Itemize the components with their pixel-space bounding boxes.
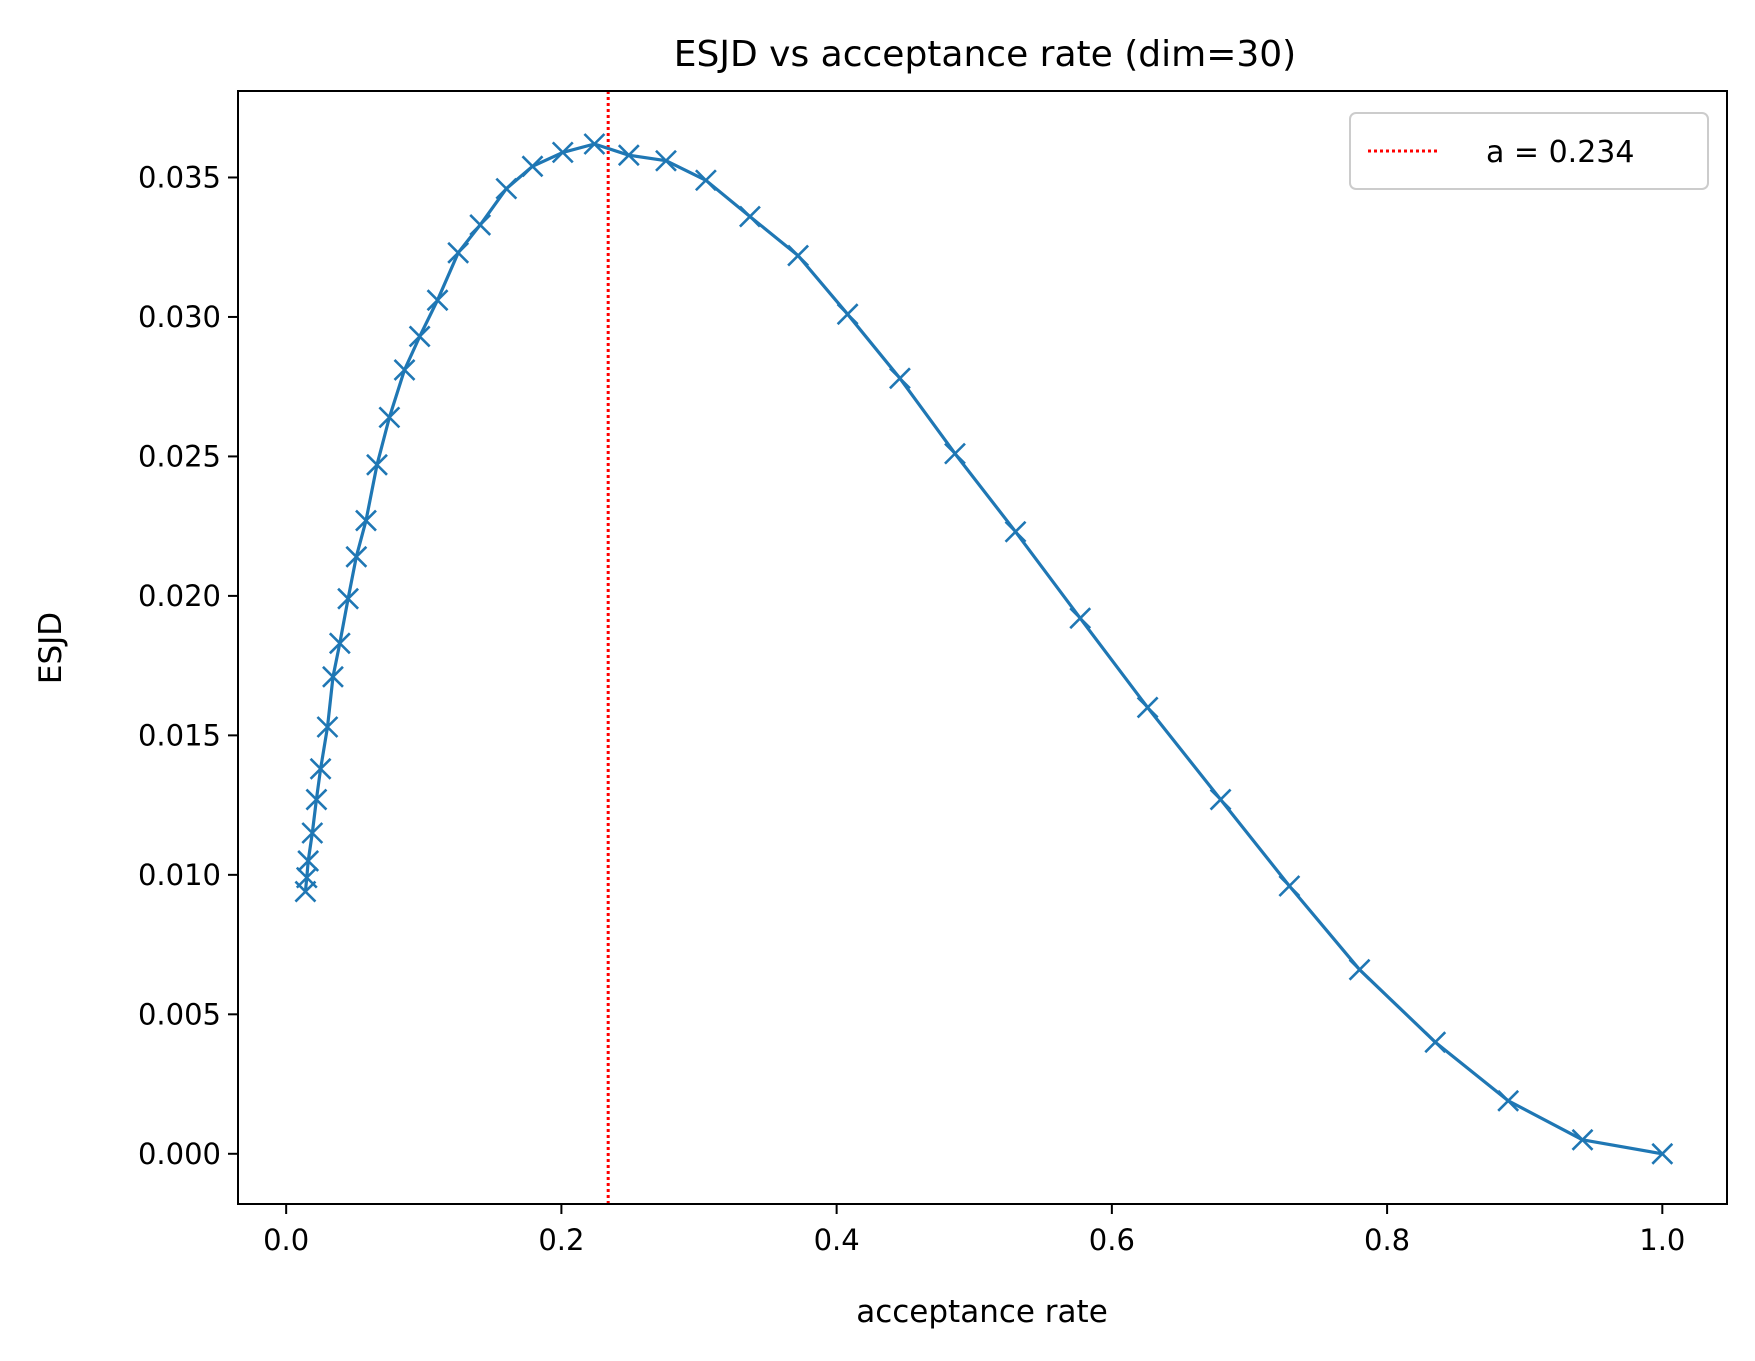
- data-point-marker: [1651, 1142, 1674, 1165]
- y-tick-label: 0.005: [138, 997, 221, 1031]
- data-point-marker: [787, 244, 810, 267]
- legend: a = 0.234: [1349, 112, 1709, 190]
- x-axis-label: acceptance rate: [856, 1294, 1108, 1330]
- data-point-marker: [426, 289, 449, 312]
- data-point-marker: [393, 359, 416, 381]
- data-point-marker: [309, 757, 332, 780]
- data-point-marker: [655, 149, 677, 172]
- y-tick-label: 0.020: [138, 579, 221, 613]
- data-point-marker: [345, 545, 368, 568]
- data-point-marker: [1209, 788, 1232, 811]
- data-point-marker: [1497, 1089, 1520, 1112]
- x-tick-label: 0.2: [538, 1223, 584, 1257]
- data-point-marker: [322, 665, 344, 688]
- data-point-marker: [617, 144, 640, 167]
- data-point-marker: [1424, 1031, 1447, 1054]
- data-point-marker: [583, 133, 606, 155]
- data-point-marker: [521, 155, 544, 178]
- data-point-marker: [305, 788, 328, 811]
- data-point-marker: [694, 169, 717, 192]
- data-point-marker: [337, 587, 360, 610]
- data-point-marker: [1278, 875, 1301, 897]
- plot-area: [294, 91, 1674, 1204]
- data-point-marker: [447, 241, 470, 264]
- data-point-marker: [316, 716, 339, 738]
- y-tick-label: 0.015: [138, 718, 221, 752]
- legend-label: a = 0.234: [1486, 135, 1634, 170]
- y-tick-label: 0.030: [138, 300, 221, 334]
- data-point-marker: [295, 866, 318, 889]
- x-tick-label: 0.0: [263, 1223, 309, 1257]
- data-point-marker: [1348, 958, 1371, 981]
- data-point-marker: [1571, 1128, 1594, 1151]
- y-tick-label: 0.025: [138, 439, 221, 473]
- y-axis-label: ESJD: [33, 612, 69, 684]
- y-tick-label: 0.035: [138, 160, 221, 194]
- y-tick-label: 0.010: [138, 858, 221, 892]
- x-tick-label: 0.4: [814, 1223, 860, 1257]
- y-axis: 0.000 0.005 0.010 0.015 0.020 0.025 0.030 0.035: [138, 160, 238, 1171]
- x-tick-label: 1.0: [1639, 1223, 1685, 1257]
- x-tick-label: 0.6: [1089, 1223, 1135, 1257]
- chart-title: ESJD vs acceptance rate (dim=30): [674, 34, 1296, 75]
- plot-frame: [237, 90, 1728, 1205]
- data-point-marker: [739, 205, 761, 228]
- y-tick-label: 0.000: [138, 1137, 221, 1171]
- data-point-marker: [944, 442, 966, 465]
- data-point-marker: [355, 509, 377, 532]
- x-axis: 0.0 0.2 0.4 0.6 0.8 1.0: [263, 1204, 1685, 1257]
- data-point-marker: [495, 177, 518, 200]
- data-point-marker: [297, 849, 320, 872]
- data-point-marker: [1136, 696, 1159, 719]
- data-point-marker: [836, 303, 859, 326]
- data-point-marker: [328, 632, 351, 655]
- data-point-marker: [366, 453, 388, 476]
- data-point-marker: [378, 406, 401, 429]
- data-point-marker: [1004, 520, 1027, 543]
- data-point-marker: [551, 141, 574, 164]
- x-tick-label: 0.8: [1364, 1223, 1410, 1257]
- legend-box: [1349, 112, 1709, 190]
- data-point-marker: [1069, 607, 1092, 630]
- data-point-marker: [889, 367, 911, 390]
- data-point-marker: [469, 213, 492, 236]
- data-point-marker: [408, 325, 431, 348]
- data-point-marker: [301, 822, 324, 844]
